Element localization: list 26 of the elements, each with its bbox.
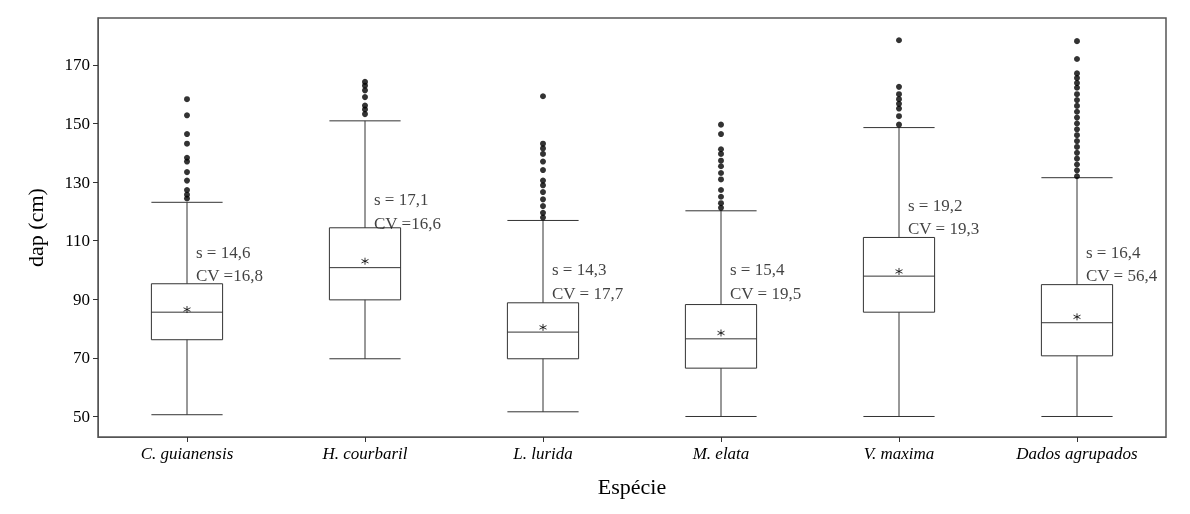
y-axis-title: dap (cm) [22, 188, 48, 267]
annotation: s = 14,6 [196, 242, 251, 262]
x-axis-title: Espécie [597, 473, 667, 499]
y-tick-label: 170 [64, 55, 90, 75]
annotation: s = 16,4 [1086, 242, 1141, 262]
annotation: s = 17,1 [374, 190, 429, 210]
x-tick-label: C. guianensis [140, 444, 234, 463]
y-tick-label: 150 [64, 113, 90, 133]
x-tick-label: L. lurida [512, 444, 573, 463]
annotation: CV = 19,3 [908, 219, 980, 239]
y-tick-label: 130 [64, 172, 90, 192]
annotation: CV = 56,4 [1086, 266, 1158, 286]
annotation: CV = 17,7 [552, 283, 624, 303]
annotation: CV =16,8 [196, 266, 263, 286]
y-tick-label: 110 [65, 231, 90, 251]
x-tick-label: H. courbaril [321, 444, 408, 463]
annotation: s = 14,3 [552, 260, 607, 280]
annotation: s = 15,4 [730, 260, 785, 280]
x-tick-label: Dados agrupados [1015, 444, 1139, 463]
x-tick-label: V. maxima [863, 444, 935, 463]
y-tick-label: 50 [73, 406, 90, 426]
annotation: CV = 19,5 [730, 283, 802, 303]
y-tick-label: 90 [73, 289, 90, 309]
y-tick-label: 70 [73, 348, 90, 368]
annotation: s = 19,2 [908, 196, 963, 216]
x-tick-label: M. elata [691, 444, 750, 463]
